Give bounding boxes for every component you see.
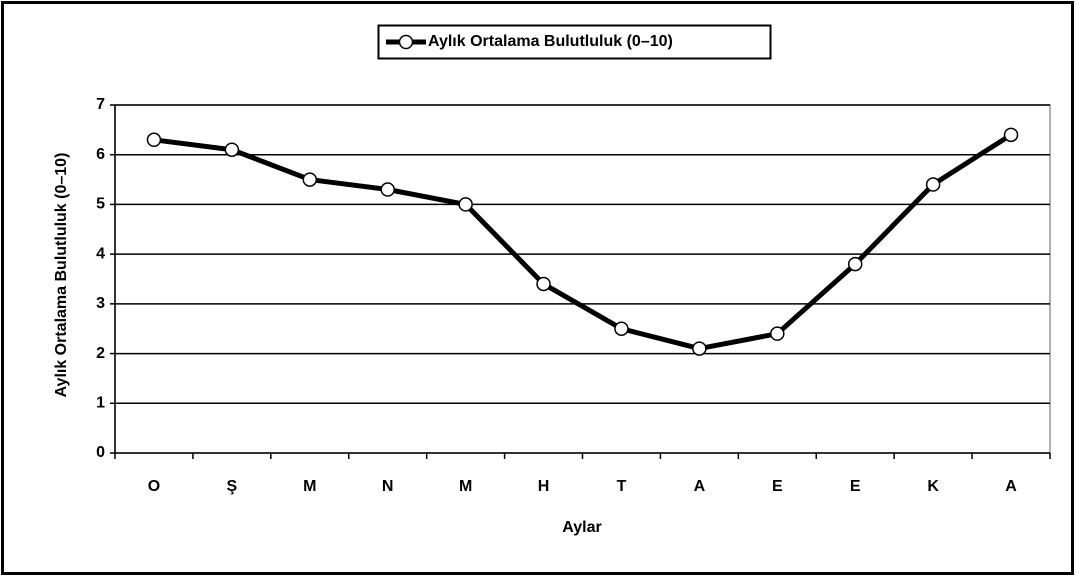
x-tick-label: T bbox=[617, 478, 627, 495]
legend-label: Aylık Ortalama Bulutluluk (0–10) bbox=[428, 33, 673, 50]
x-tick-label: E bbox=[772, 478, 783, 495]
x-tick-label: O bbox=[148, 478, 160, 495]
x-tick-label: M bbox=[303, 478, 316, 495]
data-point bbox=[302, 172, 318, 187]
y-tick-label: 7 bbox=[96, 96, 105, 113]
data-point bbox=[925, 177, 941, 192]
x-tick-label: A bbox=[1005, 478, 1017, 495]
data-point bbox=[692, 341, 707, 356]
x-tick-label: Ş bbox=[227, 478, 238, 495]
y-tick-label: 6 bbox=[96, 146, 105, 163]
y-tick-label: 4 bbox=[96, 245, 105, 262]
x-tick-label: N bbox=[382, 478, 394, 495]
data-point bbox=[380, 182, 395, 197]
x-axis-label: Aylar bbox=[562, 519, 601, 536]
data-point bbox=[770, 326, 785, 341]
data-point bbox=[146, 132, 162, 148]
x-tick-label: E bbox=[850, 478, 861, 495]
legend-marker bbox=[398, 34, 414, 50]
y-axis-label: Aylık Ortalama Bulutluluk (0–10) bbox=[53, 153, 70, 398]
data-point bbox=[458, 197, 473, 212]
data-point bbox=[536, 276, 551, 292]
y-tick-label: 1 bbox=[96, 395, 105, 412]
y-tick-label: 5 bbox=[96, 196, 105, 213]
data-point bbox=[614, 321, 629, 336]
data-point bbox=[224, 142, 240, 157]
x-tick-label: A bbox=[694, 478, 706, 495]
y-tick-label: 3 bbox=[96, 295, 105, 312]
data-point bbox=[847, 256, 863, 272]
y-tick-label: 0 bbox=[96, 444, 105, 461]
data-point bbox=[1003, 127, 1019, 143]
x-tick-label: M bbox=[459, 478, 472, 495]
y-tick-label: 2 bbox=[96, 345, 105, 362]
legend-box bbox=[377, 24, 772, 60]
x-tick-label: H bbox=[538, 478, 550, 495]
data-line bbox=[153, 132, 1013, 352]
x-tick-label: K bbox=[927, 478, 939, 495]
